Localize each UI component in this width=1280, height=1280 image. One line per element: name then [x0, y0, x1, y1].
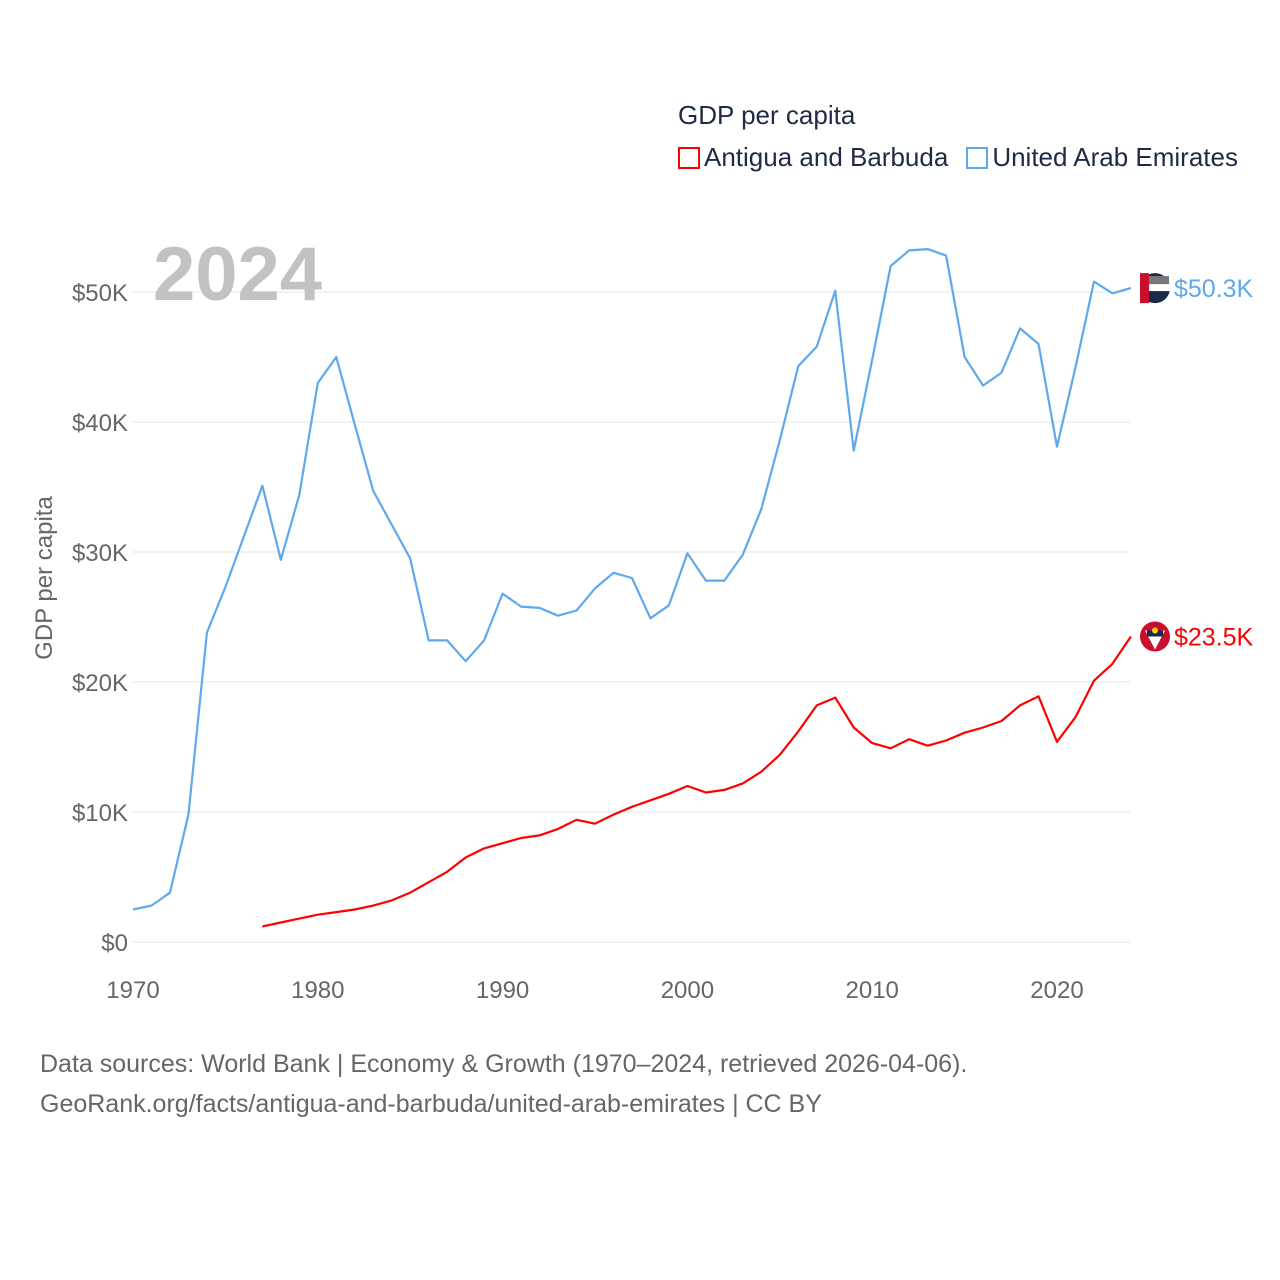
x-tick-label: 2020 — [1030, 977, 1083, 1004]
source-link[interactable]: GeoRank.org/facts/antigua-and-barbuda/un… — [40, 1090, 822, 1118]
legend-title: GDP per capita — [678, 100, 856, 130]
y-tick-label: $10K — [72, 800, 128, 827]
y-tick-label: $20K — [72, 670, 128, 697]
y-axis-label: GDP per capita — [31, 496, 58, 660]
legend-item-uae[interactable]: United Arab Emirates — [966, 142, 1238, 173]
series-line-antigua — [262, 635, 1132, 928]
end-value-label: $50.3K — [1174, 275, 1254, 303]
y-tick-label: $0 — [101, 930, 128, 957]
flag-sun — [1152, 627, 1158, 634]
flag-stripe — [1149, 276, 1169, 285]
legend-swatch — [966, 146, 989, 169]
x-tick-label: 1980 — [291, 977, 344, 1004]
x-tick-label: 2000 — [661, 977, 714, 1004]
x-tick-label: 1970 — [106, 977, 159, 1004]
x-tick-label: 1990 — [476, 977, 529, 1004]
y-tick-label: $40K — [72, 410, 128, 437]
end-value-label: $23.5K — [1174, 624, 1254, 652]
x-tick-label: 2010 — [846, 977, 899, 1004]
legend-label: Antigua and Barbuda — [704, 142, 949, 172]
legend-swatch — [678, 146, 700, 169]
legend-item-antigua[interactable]: Antigua and Barbuda — [678, 142, 948, 173]
flag-stripe — [1149, 284, 1170, 292]
year-watermark: 2024 — [153, 232, 322, 317]
legend: Antigua and Barbuda United Arab Emirates — [678, 142, 1238, 173]
legend-label: United Arab Emirates — [992, 142, 1238, 172]
data-sources: Data sources: World Bank | Economy & Gro… — [40, 1050, 968, 1078]
footer: Data sources: World Bank | Economy & Gro… — [40, 1044, 967, 1124]
y-tick-label: $50K — [72, 280, 128, 307]
flag-stripe — [1140, 273, 1149, 304]
y-tick-label: $30K — [72, 540, 128, 567]
series-line-uae — [132, 248, 1132, 911]
